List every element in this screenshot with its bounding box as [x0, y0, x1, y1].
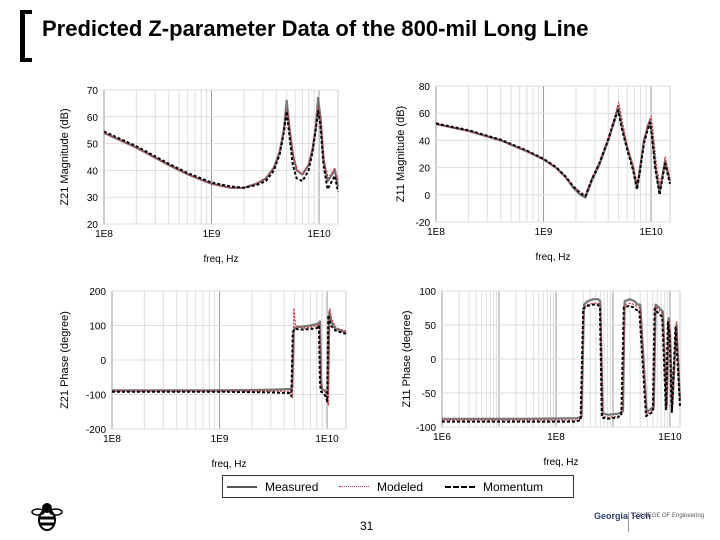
x-tick-label: 1E8 [95, 229, 113, 240]
series-modeled [442, 302, 681, 421]
x-tick-label: 1E8 [427, 227, 445, 238]
y-tick-label: 20 [419, 164, 431, 175]
y-tick-label: -100 [86, 391, 106, 402]
x-tick-label: 1E10 [639, 227, 663, 238]
y-tick-label: 50 [425, 321, 437, 332]
x-tick-label: 1E9 [203, 229, 221, 240]
series-momentum [112, 314, 347, 403]
chart-3: -200 -100 0 100 200 1E8 1E9 1E10 freq, Hz Z21 Pha… [59, 287, 347, 470]
x-tick-label: 1E6 [433, 432, 451, 443]
y-axis-label: Z11 Magnitude (dB) [395, 106, 407, 202]
slide-title: Predicted Z-parameter Data of the 800-mi… [42, 16, 589, 41]
legend-swatch-momentum [445, 485, 475, 488]
y-tick-label: 70 [87, 86, 99, 97]
x-tick-label: 1E9 [535, 227, 553, 238]
y-tick-label: 40 [419, 136, 431, 147]
y-tick-label: 40 [87, 166, 99, 177]
institution-name: Georgia Tech [594, 511, 651, 521]
institution-logo: Georgia Tech COLLEGE OF Engineering [594, 512, 706, 532]
logo-divider [628, 512, 629, 532]
plot-area [435, 85, 671, 223]
legend-label-modeled: Modeled [377, 479, 424, 494]
institution-dept: COLLEGE OF Engineering [632, 513, 705, 519]
y-tick-label: 200 [89, 287, 106, 298]
y-tick-label: 0 [100, 356, 106, 367]
legend-item-measured: Measured [227, 476, 318, 497]
x-axis-label: freq, Hz [203, 254, 238, 265]
x-tick-label: 1E10 [315, 434, 339, 445]
x-axis-label: freq, Hz [211, 459, 246, 470]
series-measured [442, 298, 682, 420]
legend-item-modeled: Modeled [339, 476, 423, 497]
y-tick-label: 0 [424, 191, 430, 202]
y-tick-label: 60 [419, 109, 431, 120]
legend: Measured Modeled Momentum [222, 475, 574, 498]
y-axis-label: Z11 Phase (degree) [401, 310, 413, 407]
legend-swatch-measured [227, 485, 257, 488]
y-tick-label: -20 [416, 218, 431, 229]
y-tick-label: 60 [87, 113, 99, 124]
series-momentum [435, 109, 671, 198]
y-tick-label: -200 [86, 425, 106, 436]
chart-2: -20 0 20 40 60 80 1E8 1E9 1E10 freq, Hz Z11 Magnit… [395, 82, 672, 263]
series-momentum [103, 110, 339, 192]
x-tick-label: 1E9 [211, 434, 229, 445]
plot-area [103, 89, 339, 225]
series-modeled [103, 105, 339, 189]
x-tick-label: 1E8 [547, 432, 565, 443]
y-tick-label: 30 [87, 193, 99, 204]
x-tick-label: 1E8 [103, 434, 121, 445]
y-tick-label: -50 [422, 389, 437, 400]
bee-icon [31, 503, 63, 531]
legend-swatch-modeled [339, 486, 369, 487]
x-axis-label: freq, Hz [535, 252, 570, 263]
y-tick-label: 100 [419, 287, 436, 298]
mascot-logo [30, 500, 64, 539]
chart-1: 20 30 40 50 60 70 1E8 1E9 1E10 freq, Hz Z21 Magnit… [59, 86, 340, 265]
y-axis-label: Z21 Phase (degree) [59, 311, 71, 409]
series-measured [112, 310, 347, 396]
y-tick-label: 80 [419, 82, 431, 93]
title-bracket [20, 10, 32, 62]
y-axis-label: Z21 Magnitude (dB) [59, 108, 71, 205]
x-tick-label: 1E10 [658, 432, 682, 443]
y-tick-label: 100 [89, 322, 106, 333]
series-modeled [435, 101, 671, 196]
legend-label-momentum: Momentum [483, 479, 544, 494]
y-tick-label: 20 [87, 220, 99, 231]
legend-item-momentum: Momentum [445, 476, 543, 497]
legend-label-measured: Measured [265, 479, 319, 494]
page-number: 31 [360, 519, 374, 533]
series-momentum [442, 303, 681, 423]
chart-4: -100 -50 0 50 100 1E6 1E8 1E10 freq, Hz Z11 Phase… [401, 287, 682, 468]
y-tick-label: 50 [87, 140, 99, 151]
y-tick-label: -100 [416, 423, 436, 434]
x-tick-label: 1E10 [307, 229, 331, 240]
y-tick-label: 0 [430, 355, 436, 366]
x-axis-label: freq, Hz [543, 457, 578, 468]
